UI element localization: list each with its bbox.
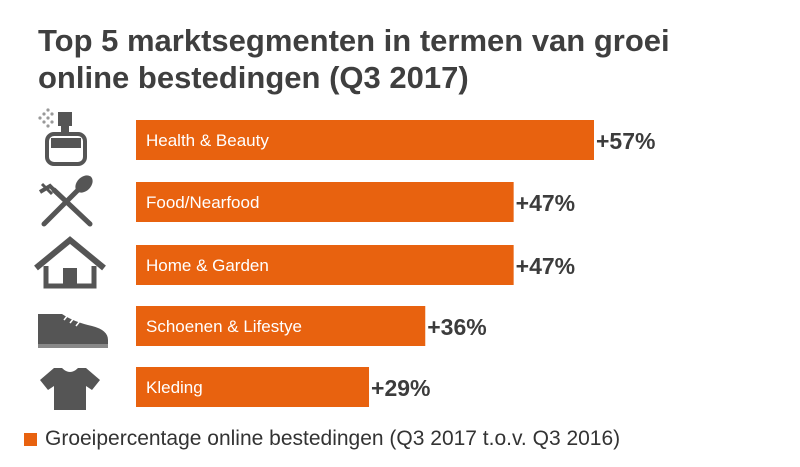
bar-group: Kleding +29% <box>136 367 430 407</box>
category-label: Kleding <box>146 378 203 397</box>
chart-title-line-2: online bestedingen (Q3 2017) <box>38 60 469 95</box>
category-label: Food/Nearfood <box>146 193 259 212</box>
chart-title-line-1: Top 5 marktsegmenten in termen van groei <box>38 23 670 58</box>
bar-group: Food/Nearfood +47% <box>136 182 575 222</box>
house-icon <box>34 236 106 289</box>
tshirt-icon <box>40 368 100 410</box>
shoe-icon <box>38 314 108 348</box>
bar-group: Schoenen & Lifestye +36% <box>136 306 487 346</box>
category-label: Home & Garden <box>146 256 269 275</box>
value-label: +36% <box>427 314 486 340</box>
category-icons <box>34 108 108 410</box>
bar <box>136 245 514 285</box>
legend-label: Groeipercentage online bestedingen (Q3 2… <box>45 427 621 450</box>
category-label: Health & Beauty <box>146 131 269 150</box>
bar <box>136 120 594 160</box>
perfume-icon <box>38 108 87 166</box>
bar <box>136 306 426 346</box>
value-label: +29% <box>371 375 430 401</box>
bar <box>136 182 514 222</box>
category-label: Schoenen & Lifestye <box>146 317 302 336</box>
value-label: +47% <box>516 253 575 279</box>
chart-title: Top 5 marktsegmenten in termen van groei… <box>38 22 788 96</box>
fork-spoon-icon <box>38 175 93 227</box>
legend-swatch <box>24 432 37 446</box>
bar-chart: Health & Beauty +57%Food/Nearfood +47%Home… <box>34 108 655 410</box>
bars: Health & Beauty +57%Food/Nearfood +47%Home… <box>136 120 655 407</box>
value-label: +57% <box>596 128 655 154</box>
bar <box>136 367 370 407</box>
bar-group: Home & Garden +47% <box>136 245 575 285</box>
legend: Groeipercentage online bestedingen (Q3 2… <box>24 424 620 454</box>
bar-group: Health & Beauty +57% <box>136 120 655 160</box>
value-label: +47% <box>516 190 575 216</box>
